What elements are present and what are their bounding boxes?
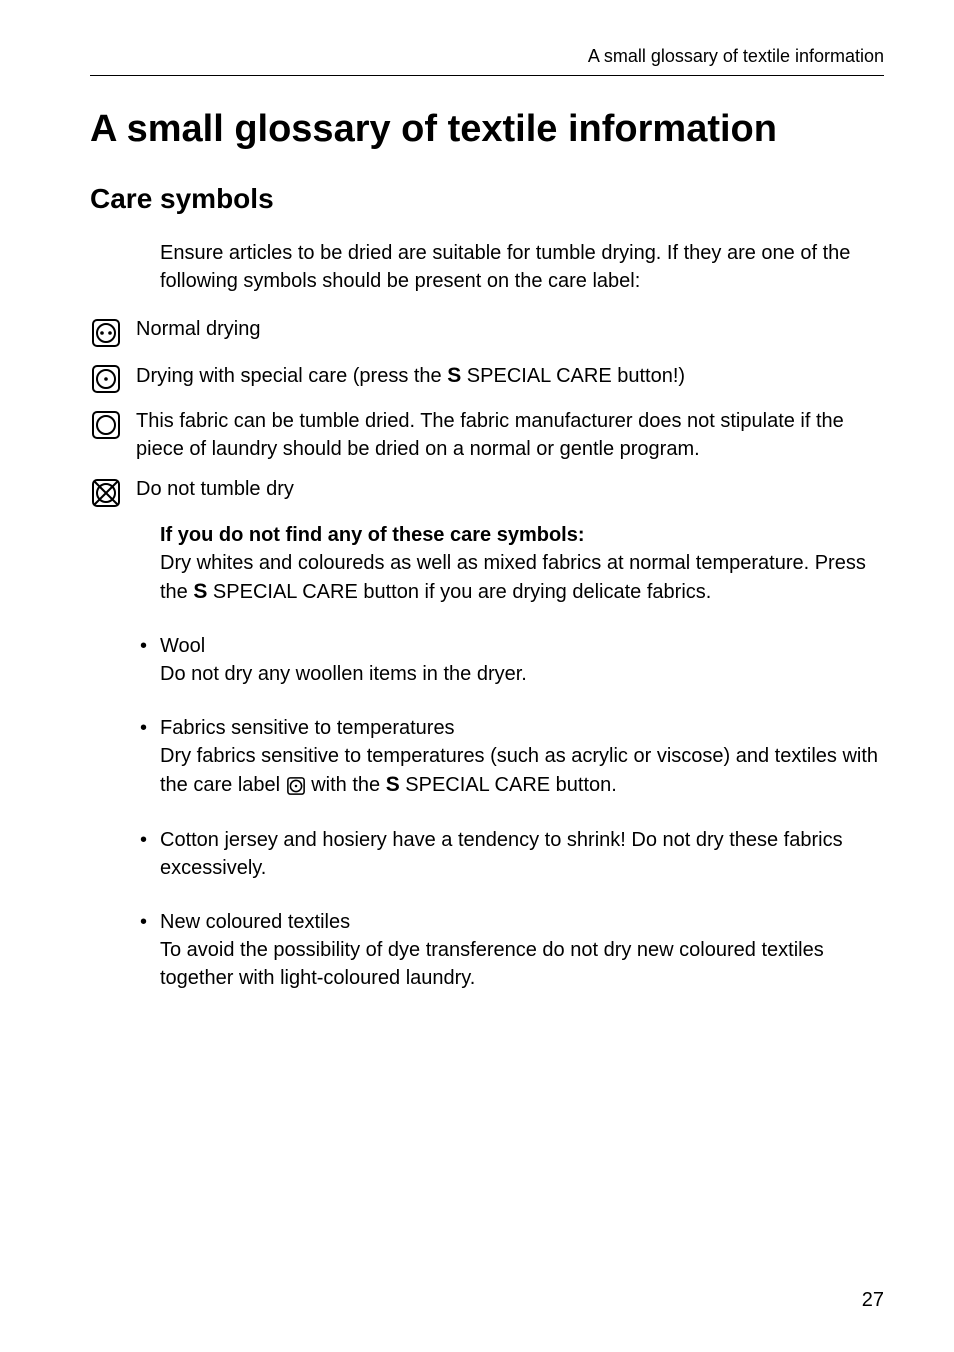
symbol-text-tumble: This fabric can be tumble dried. The fab… bbox=[136, 407, 884, 463]
symbol-text-no-tumble: Do not tumble dry bbox=[136, 475, 884, 503]
normal-drying-icon bbox=[90, 317, 122, 349]
no-tumble-dry-icon bbox=[90, 477, 122, 509]
bullet-cotton: • Cotton jersey and hosiery have a tende… bbox=[140, 826, 884, 882]
bullet-coloured: • New coloured textiles To avoid the pos… bbox=[140, 908, 884, 992]
bullet-marker: • bbox=[140, 908, 160, 992]
bullet-content: Fabrics sensitive to temperatures Dry fa… bbox=[160, 714, 884, 799]
bullet-marker: • bbox=[140, 714, 160, 799]
inline-special-care-icon bbox=[286, 776, 306, 796]
header-text: A small glossary of textile information bbox=[588, 46, 884, 67]
symbol-text-normal: Normal drying bbox=[136, 315, 884, 343]
header-divider: A small glossary of textile information bbox=[90, 40, 884, 76]
bullet-content: New coloured textiles To avoid the possi… bbox=[160, 908, 884, 992]
no-symbols-block: If you do not find any of these care sym… bbox=[160, 521, 884, 606]
page-number: 27 bbox=[862, 1289, 884, 1312]
symbol-row-tumble: This fabric can be tumble dried. The fab… bbox=[90, 407, 884, 463]
bullet-marker: • bbox=[140, 632, 160, 688]
symbol-text-special: Drying with special care (press the S SP… bbox=[136, 361, 884, 390]
symbol-row-special: Drying with special care (press the S SP… bbox=[90, 361, 884, 395]
bullet-marker: • bbox=[140, 826, 160, 882]
bullet-content: Cotton jersey and hosiery have a tendenc… bbox=[160, 826, 884, 882]
page-title: A small glossary of textile information bbox=[90, 108, 884, 151]
symbol-row-normal: Normal drying bbox=[90, 315, 884, 349]
section-title: Care symbols bbox=[90, 183, 884, 215]
special-care-icon bbox=[90, 363, 122, 395]
bullet-content: Wool Do not dry any woollen items in the… bbox=[160, 632, 884, 688]
intro-paragraph: Ensure articles to be dried are suitable… bbox=[160, 239, 884, 295]
tumble-dry-icon bbox=[90, 409, 122, 441]
bullet-fabrics-temp: • Fabrics sensitive to temperatures Dry … bbox=[140, 714, 884, 799]
bullet-wool: • Wool Do not dry any woollen items in t… bbox=[140, 632, 884, 688]
no-symbols-heading: If you do not find any of these care sym… bbox=[160, 524, 585, 546]
symbol-row-no-tumble: Do not tumble dry bbox=[90, 475, 884, 509]
